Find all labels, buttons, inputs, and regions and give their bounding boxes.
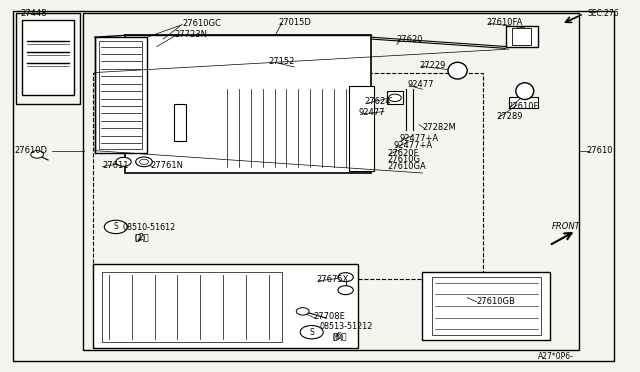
Text: 27448: 27448 <box>20 9 47 17</box>
Bar <box>432 277 541 335</box>
Circle shape <box>104 220 127 234</box>
Bar <box>16 13 80 104</box>
Text: 92477: 92477 <box>408 80 434 89</box>
Text: S: S <box>309 328 314 337</box>
Bar <box>174 104 186 141</box>
Text: 27723N: 27723N <box>174 30 207 39</box>
Bar <box>509 97 538 108</box>
Circle shape <box>31 151 44 158</box>
Text: 27611: 27611 <box>102 161 129 170</box>
Text: 92477+A: 92477+A <box>399 134 438 143</box>
Text: 27610G: 27610G <box>387 155 420 164</box>
Text: 27282M: 27282M <box>422 123 456 132</box>
Text: 27675X: 27675X <box>317 275 349 284</box>
Circle shape <box>300 326 323 339</box>
Circle shape <box>136 157 152 167</box>
Text: 27289: 27289 <box>496 112 522 121</box>
Text: 27610: 27610 <box>586 146 612 155</box>
Text: (6): (6) <box>333 333 344 341</box>
Ellipse shape <box>448 62 467 79</box>
Text: 27761N: 27761N <box>150 161 184 170</box>
Text: 08513-51212: 08513-51212 <box>320 322 373 331</box>
Bar <box>349 86 374 171</box>
Text: 27610GA: 27610GA <box>387 162 426 171</box>
Text: 27620F: 27620F <box>387 149 419 158</box>
Bar <box>83 13 579 350</box>
Bar <box>422 272 550 340</box>
Circle shape <box>116 157 131 166</box>
Bar <box>102 272 282 342</box>
Text: A27*0P6-: A27*0P6- <box>538 352 573 361</box>
Text: 27624: 27624 <box>365 97 391 106</box>
Bar <box>506 26 538 46</box>
Text: 92477: 92477 <box>358 108 385 117</box>
Text: 08510-51612: 08510-51612 <box>123 223 176 232</box>
Bar <box>512 28 531 45</box>
Text: (2): (2) <box>134 234 146 243</box>
Text: FRONT: FRONT <box>552 222 580 231</box>
Bar <box>125 35 371 173</box>
Text: S: S <box>113 222 118 231</box>
Text: 27708E: 27708E <box>314 312 346 321</box>
Text: （6）: （6） <box>333 331 348 340</box>
Ellipse shape <box>516 83 534 99</box>
Text: 92477+A: 92477+A <box>394 141 433 150</box>
Polygon shape <box>125 35 371 39</box>
Bar <box>95 37 147 153</box>
Bar <box>93 73 483 279</box>
Text: 27610GC: 27610GC <box>182 19 221 28</box>
Text: 27015D: 27015D <box>278 18 311 27</box>
Bar <box>387 91 403 104</box>
Text: SEC.276: SEC.276 <box>588 9 619 17</box>
Bar <box>99 41 142 149</box>
Text: 27229: 27229 <box>419 61 445 70</box>
Circle shape <box>338 286 353 295</box>
Text: （2）: （2） <box>134 232 149 241</box>
Bar <box>93 264 358 348</box>
Text: 27610F: 27610F <box>508 102 539 111</box>
Circle shape <box>338 273 353 282</box>
Bar <box>22 20 74 95</box>
Circle shape <box>296 308 309 315</box>
Text: 27610FA: 27610FA <box>486 18 523 27</box>
Text: 27610D: 27610D <box>14 146 47 155</box>
Text: 27610GB: 27610GB <box>477 297 516 306</box>
Text: 27152: 27152 <box>269 57 295 66</box>
Text: 27620: 27620 <box>397 35 423 44</box>
